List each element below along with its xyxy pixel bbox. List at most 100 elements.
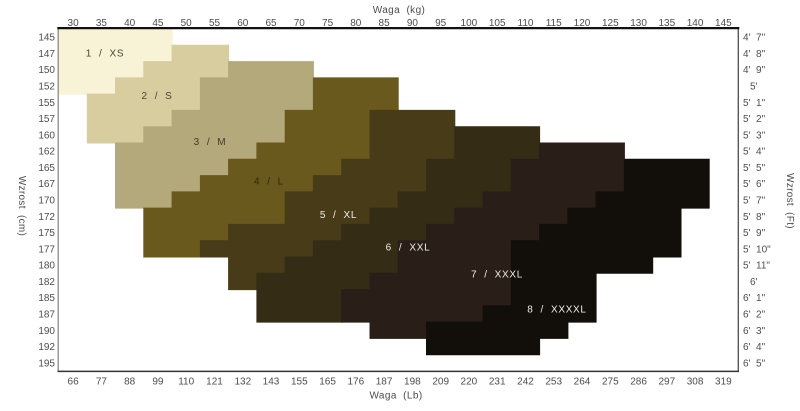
svg-text:264: 264 [574, 376, 591, 387]
svg-text:105: 105 [489, 18, 506, 29]
svg-text:147: 147 [38, 49, 55, 60]
svg-text:145: 145 [38, 33, 55, 44]
svg-text:242: 242 [517, 376, 534, 387]
svg-text:135: 135 [658, 18, 675, 29]
svg-text:7 / XXXL: 7 / XXXL [471, 270, 523, 281]
svg-text:88: 88 [124, 376, 136, 387]
svg-text:99: 99 [152, 376, 164, 387]
svg-text:45: 45 [152, 18, 164, 29]
svg-text:1 / XS: 1 / XS [86, 49, 124, 60]
svg-text:5' 1": 5' 1" [743, 98, 766, 109]
svg-text:165: 165 [38, 163, 55, 174]
svg-text:130: 130 [630, 18, 647, 29]
svg-text:209: 209 [432, 376, 449, 387]
svg-text:5' 7": 5' 7" [743, 196, 766, 207]
svg-text:2 / S: 2 / S [141, 91, 172, 102]
svg-text:162: 162 [38, 147, 55, 158]
svg-text:286: 286 [630, 376, 647, 387]
svg-text:145: 145 [715, 18, 732, 29]
svg-text:6' 3": 6' 3" [743, 326, 766, 337]
svg-text:120: 120 [574, 18, 591, 29]
svg-text:5' 5": 5' 5" [743, 163, 766, 174]
svg-text:75: 75 [322, 18, 334, 29]
svg-text:90: 90 [407, 18, 419, 29]
svg-text:55: 55 [209, 18, 221, 29]
svg-text:140: 140 [687, 18, 704, 29]
svg-text:4 / L: 4 / L [254, 177, 284, 188]
svg-text:5': 5' [750, 82, 758, 93]
svg-text:4' 8": 4' 8" [743, 49, 766, 60]
svg-text:125: 125 [602, 18, 619, 29]
svg-text:150: 150 [38, 65, 55, 76]
svg-text:100: 100 [461, 18, 478, 29]
svg-text:319: 319 [715, 376, 732, 387]
svg-text:77: 77 [96, 376, 108, 387]
svg-text:Wzrost (cm): Wzrost (cm) [16, 176, 27, 236]
svg-text:170: 170 [38, 196, 55, 207]
svg-text:Wzrost (Ft): Wzrost (Ft) [784, 173, 795, 229]
svg-text:308: 308 [687, 376, 704, 387]
svg-text:220: 220 [461, 376, 478, 387]
svg-text:275: 275 [602, 376, 619, 387]
svg-text:152: 152 [38, 82, 55, 93]
svg-text:65: 65 [265, 18, 277, 29]
svg-text:4' 7": 4' 7" [743, 33, 766, 44]
svg-text:182: 182 [38, 277, 55, 288]
svg-text:Waga (Lb): Waga (Lb) [369, 390, 422, 401]
svg-text:6' 4": 6' 4" [743, 342, 766, 353]
svg-text:155: 155 [38, 98, 55, 109]
svg-text:180: 180 [38, 261, 55, 272]
svg-text:30: 30 [68, 18, 80, 29]
svg-text:190: 190 [38, 326, 55, 337]
svg-text:6 / XXL: 6 / XXL [386, 243, 431, 254]
svg-text:50: 50 [181, 18, 193, 29]
svg-text:80: 80 [350, 18, 362, 29]
svg-text:35: 35 [96, 18, 108, 29]
svg-text:177: 177 [38, 244, 55, 255]
svg-text:143: 143 [263, 376, 280, 387]
svg-text:5' 8": 5' 8" [743, 212, 766, 223]
svg-text:110: 110 [178, 376, 194, 387]
svg-text:132: 132 [234, 376, 251, 387]
svg-text:5' 4": 5' 4" [743, 147, 766, 158]
svg-text:6' 2": 6' 2" [743, 310, 766, 321]
svg-text:5' 10": 5' 10" [743, 244, 771, 255]
svg-text:70: 70 [294, 18, 306, 29]
svg-text:5' 11": 5' 11" [743, 261, 770, 272]
svg-text:85: 85 [379, 18, 391, 29]
svg-text:187: 187 [38, 310, 55, 321]
svg-text:155: 155 [291, 376, 308, 387]
svg-text:66: 66 [68, 376, 80, 387]
svg-text:110: 110 [518, 18, 534, 29]
svg-text:40: 40 [124, 18, 136, 29]
svg-text:121: 121 [206, 376, 223, 387]
svg-text:6' 5": 6' 5" [743, 358, 766, 369]
svg-text:6' 1": 6' 1" [743, 293, 766, 304]
svg-text:231: 231 [489, 376, 506, 387]
svg-text:60: 60 [237, 18, 249, 29]
svg-text:195: 195 [38, 358, 55, 369]
svg-text:192: 192 [38, 342, 55, 353]
svg-text:5' 6": 5' 6" [743, 179, 766, 190]
svg-text:4' 9": 4' 9" [743, 65, 766, 76]
svg-text:185: 185 [38, 293, 55, 304]
svg-text:175: 175 [38, 228, 55, 239]
svg-text:5' 3": 5' 3" [743, 130, 766, 141]
svg-text:172: 172 [38, 212, 55, 223]
svg-text:198: 198 [404, 376, 421, 387]
svg-text:160: 160 [38, 130, 55, 141]
svg-text:187: 187 [376, 376, 393, 387]
svg-text:253: 253 [545, 376, 562, 387]
svg-text:165: 165 [319, 376, 336, 387]
svg-text:6': 6' [750, 277, 758, 288]
svg-text:167: 167 [38, 179, 55, 190]
svg-text:3 / M: 3 / M [194, 137, 227, 148]
svg-text:8 / XXXXL: 8 / XXXXL [527, 305, 586, 316]
svg-text:5' 2": 5' 2" [743, 114, 766, 125]
svg-text:176: 176 [347, 376, 364, 387]
svg-text:5 / XL: 5 / XL [320, 210, 357, 221]
svg-text:115: 115 [546, 18, 562, 29]
svg-text:5' 9": 5' 9" [743, 228, 766, 239]
svg-text:Waga (kg): Waga (kg) [373, 5, 426, 16]
svg-text:297: 297 [658, 376, 675, 387]
